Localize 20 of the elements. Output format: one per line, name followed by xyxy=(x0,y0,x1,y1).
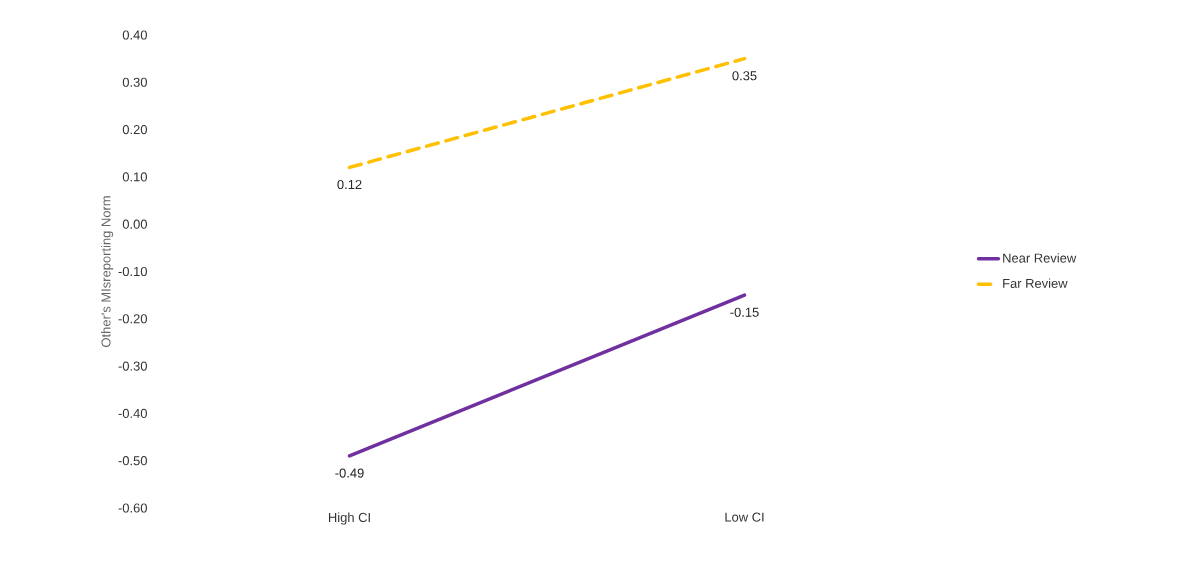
y-tick-label: -0.40 xyxy=(118,408,147,418)
y-tick-label: 0.00 xyxy=(122,219,147,229)
y-axis-title: Other's MIsreporting Norm xyxy=(101,196,114,347)
y-tick-label: 0.10 xyxy=(122,172,147,182)
data-label: -0.15 xyxy=(730,307,759,317)
y-tick-label: -0.20 xyxy=(118,314,147,324)
data-label: 0.12 xyxy=(337,179,362,190)
legend-label: Far Review xyxy=(1003,278,1068,288)
data-label: 0.35 xyxy=(732,71,757,81)
y-tick-label: 0.40 xyxy=(122,30,147,40)
y-tick-label: -0.60 xyxy=(118,503,147,513)
x-tick-label: Low CI xyxy=(725,512,764,522)
y-tick-label: 0.20 xyxy=(122,124,147,135)
y-tick-label: -0.10 xyxy=(118,266,147,277)
y-tick-label: 0.30 xyxy=(122,77,147,87)
legend-label: Near Review xyxy=(1003,253,1077,263)
y-tick-label: -0.30 xyxy=(118,361,147,371)
data-label: -0.49 xyxy=(335,468,364,478)
y-tick-label: -0.50 xyxy=(118,456,147,466)
x-tick-label: High CI xyxy=(328,512,370,525)
